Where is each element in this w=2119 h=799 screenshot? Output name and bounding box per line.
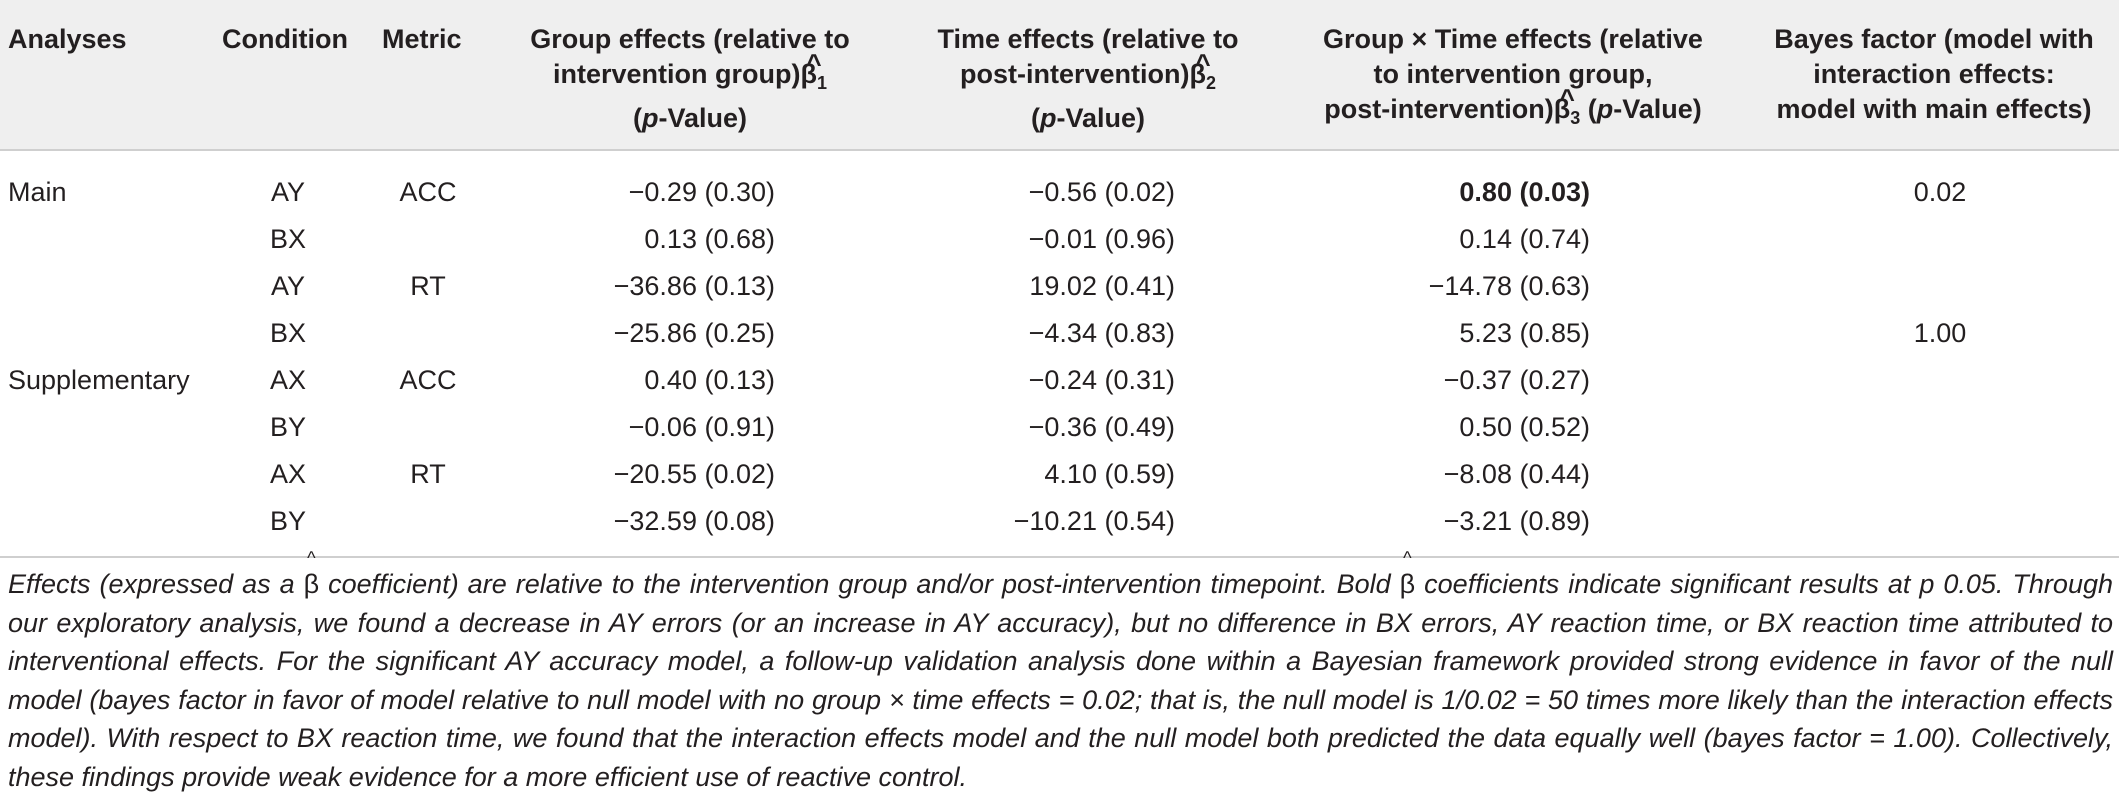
header-analyses: Analyses	[8, 24, 127, 54]
beta-hat-symbol: ^ β2	[1189, 49, 1217, 93]
table-row: Supplementary AX ACC 0.40 (0.13) −0.24 (…	[8, 365, 1590, 395]
table-row: BX −25.86 (0.25) −4.34 (0.83) 5.23 (0.85…	[269, 318, 1967, 348]
header-metric: Metric	[382, 24, 462, 54]
table-row: BY −32.59 (0.08) −10.21 (0.54) −3.21 (0.…	[269, 506, 1590, 536]
table-row: AX RT −20.55 (0.02) 4.10 (0.59) −8.08 (0…	[269, 459, 1590, 489]
table-row: BY −0.06 (0.91) −0.36 (0.49) 0.50 (0.52)	[269, 412, 1590, 442]
beta-hat-symbol: ^ β	[1399, 548, 1416, 599]
table-row: BX 0.13 (0.68) −0.01 (0.96) 0.14 (0.74)	[269, 224, 1590, 254]
table-footnote: Effects (expressed as a ^ β coefficient) …	[8, 548, 2113, 792]
header-interaction-effects: Group × Time effects (relative to interv…	[1298, 22, 1728, 136]
header-condition: Condition	[222, 24, 348, 54]
header-bayes-factor: Bayes factor (model with interaction eff…	[1774, 24, 2094, 124]
significant-value: 0.80 (0.03)	[1459, 177, 1590, 207]
header-group-effects: Group effects (relative to intervention …	[530, 24, 850, 133]
beta-hat-symbol: ^ β3	[1553, 84, 1581, 128]
table-footer-divider	[0, 556, 2119, 558]
table-row: AY RT −36.86 (0.13) 19.02 (0.41) −14.78 …	[270, 271, 1590, 301]
beta-hat-symbol: ^ β	[303, 548, 320, 599]
table-header: Analyses Condition Metric Group effects …	[0, 0, 2119, 151]
beta-hat-symbol: ^ β1	[800, 49, 827, 93]
table-row: Main AY ACC −0.29 (0.30) −0.56 (0.02) 0.…	[0, 169, 2119, 216]
header-time-effects: Time effects (relative to post-intervent…	[937, 24, 1239, 133]
